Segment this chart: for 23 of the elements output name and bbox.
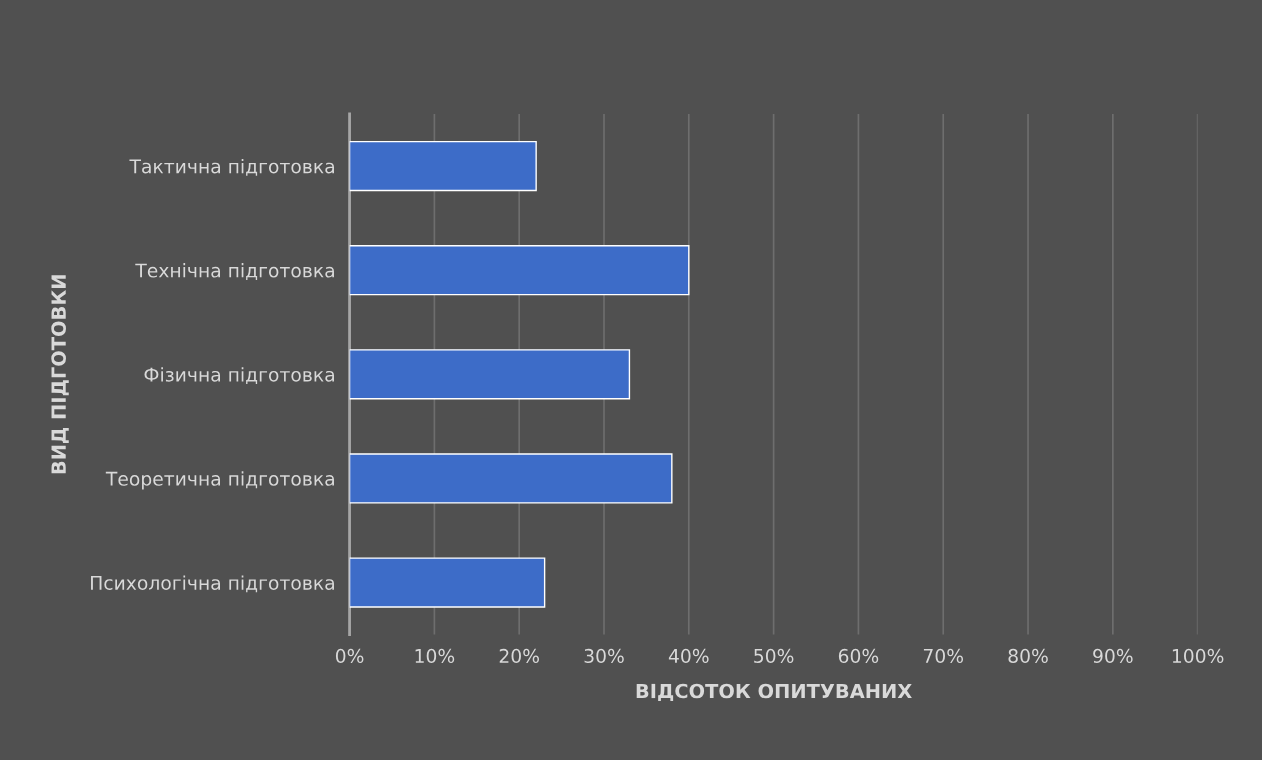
x-axis-title: ВІДСОТОК ОПИТУВАНИХ xyxy=(636,683,912,702)
y-tick-label: Фізична підготовка xyxy=(144,367,334,385)
x-tick-label: 60% xyxy=(838,648,879,663)
bar xyxy=(349,557,546,608)
x-tick-label: 70% xyxy=(923,648,964,663)
x-tick-label: 100% xyxy=(1172,648,1224,663)
x-tick-label: 50% xyxy=(754,648,794,663)
y-tick-label: Теоретична підготовка xyxy=(105,471,334,490)
x-tick-label: 0% xyxy=(335,648,364,663)
x-tick-label: 40% xyxy=(668,648,709,663)
bar xyxy=(349,245,690,296)
y-tick-label: Психологічна підготовка xyxy=(91,575,334,593)
x-tick-label: 30% xyxy=(584,648,624,663)
y-axis-title: ВИД ПІДГОТОВКИ xyxy=(51,275,69,474)
x-tick-label: 10% xyxy=(415,648,455,663)
y-tick-label: Технічна підготовка xyxy=(135,263,334,280)
x-tick-label: 20% xyxy=(499,648,539,663)
x-tick-label: 80% xyxy=(1008,648,1048,663)
bar xyxy=(349,349,631,400)
x-tick-label: 90% xyxy=(1093,648,1133,663)
bar xyxy=(349,453,673,504)
y-tick-label: Тактична підготовка xyxy=(129,158,334,176)
bar xyxy=(349,140,537,192)
